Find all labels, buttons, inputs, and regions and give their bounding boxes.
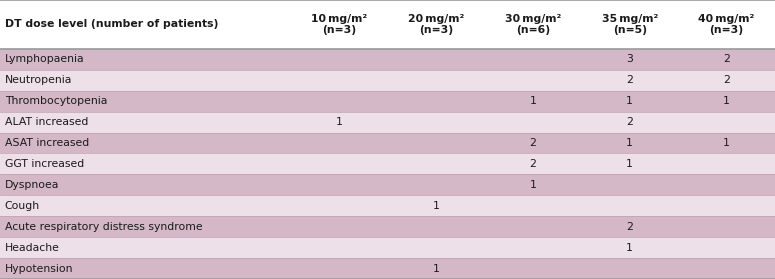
Bar [0,49,775,70]
Text: 10 mg/m²
(n=3): 10 mg/m² (n=3) [311,14,367,35]
Text: 2: 2 [626,75,633,85]
Bar [0,195,775,216]
Text: GGT increased: GGT increased [5,159,84,169]
Text: Hypotension: Hypotension [5,264,73,273]
Text: 2: 2 [529,159,536,169]
Bar [0,174,775,195]
Text: 1: 1 [432,201,439,211]
Bar [0,237,775,258]
Text: 3: 3 [626,54,633,64]
Bar [0,258,775,279]
Text: 2: 2 [529,138,536,148]
Text: 1: 1 [626,96,633,106]
Text: Thrombocytopenia: Thrombocytopenia [5,96,107,106]
Text: 1: 1 [626,159,633,169]
Text: 20 mg/m²
(n=3): 20 mg/m² (n=3) [408,14,464,35]
Text: Lymphopaenia: Lymphopaenia [5,54,84,64]
Text: Cough: Cough [5,201,40,211]
Text: 1: 1 [529,96,536,106]
Text: 2: 2 [626,222,633,232]
Text: 35 mg/m²
(n=5): 35 mg/m² (n=5) [601,14,658,35]
Text: ALAT increased: ALAT increased [5,117,88,127]
Text: 40 mg/m²
(n=3): 40 mg/m² (n=3) [698,14,755,35]
Bar [0,216,775,237]
Text: 1: 1 [723,138,730,148]
Text: 1: 1 [336,117,343,127]
Bar [0,0,775,49]
Text: Headache: Headache [5,243,60,252]
Bar [0,112,775,133]
Text: Dyspnoea: Dyspnoea [5,180,59,190]
Text: 1: 1 [626,138,633,148]
Text: Acute respiratory distress syndrome: Acute respiratory distress syndrome [5,222,202,232]
Text: ASAT increased: ASAT increased [5,138,89,148]
Text: 2: 2 [626,117,633,127]
Text: 1: 1 [723,96,730,106]
Bar [0,70,775,91]
Bar [0,153,775,174]
Bar [0,133,775,153]
Text: 1: 1 [529,180,536,190]
Text: 1: 1 [432,264,439,273]
Text: 30 mg/m²
(n=6): 30 mg/m² (n=6) [505,14,561,35]
Text: 1: 1 [626,243,633,252]
Text: 2: 2 [723,54,730,64]
Text: Neutropenia: Neutropenia [5,75,72,85]
Bar [0,91,775,112]
Text: 2: 2 [723,75,730,85]
Text: DT dose level (number of patients): DT dose level (number of patients) [5,20,218,29]
